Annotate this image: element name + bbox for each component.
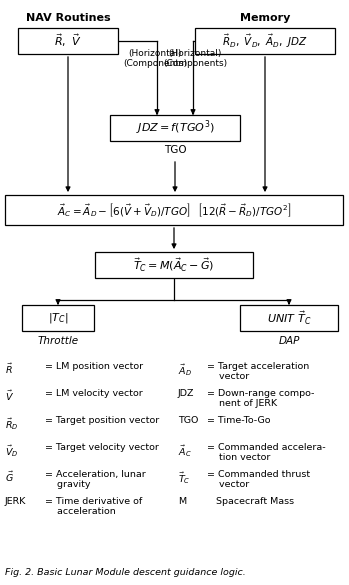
Text: JERK: JERK (5, 497, 27, 506)
Text: = Down-range compo-
    nent of JERK: = Down-range compo- nent of JERK (207, 389, 314, 408)
Text: $\vec{T}_C$: $\vec{T}_C$ (178, 470, 191, 486)
Text: Spacecraft Mass: Spacecraft Mass (207, 497, 294, 506)
Text: $UNIT\ \vec{T}_C$: $UNIT\ \vec{T}_C$ (267, 309, 311, 327)
Text: = Acceleration, lunar
    gravity: = Acceleration, lunar gravity (45, 470, 146, 490)
Text: Memory: Memory (240, 13, 290, 23)
Text: $\vec{R},\ \vec{V}$: $\vec{R},\ \vec{V}$ (54, 33, 82, 49)
Text: TGO: TGO (164, 145, 186, 155)
Text: $|T_C|$: $|T_C|$ (48, 311, 68, 325)
Bar (22, 305, 94, 331)
Bar (95, 252, 253, 278)
Text: (Horizontal)
(Components): (Horizontal) (Components) (123, 49, 187, 68)
Text: $\vec{R}$: $\vec{R}$ (5, 362, 13, 376)
Text: NAV Routines: NAV Routines (26, 13, 110, 23)
Bar (18, 28, 118, 54)
Text: = Target acceleration
    vector: = Target acceleration vector (207, 362, 309, 381)
Text: = Time derivative of
    acceleration: = Time derivative of acceleration (45, 497, 142, 517)
Text: TGO: TGO (178, 416, 198, 425)
Bar (5, 195, 343, 225)
Text: = LM position vector: = LM position vector (45, 362, 143, 371)
Text: $JDZ = f(TGO^3)$: $JDZ = f(TGO^3)$ (135, 119, 214, 137)
Text: $\vec{V}$: $\vec{V}$ (5, 389, 14, 403)
Text: = Commanded thrust
    vector: = Commanded thrust vector (207, 470, 310, 490)
Text: = Target velocity vector: = Target velocity vector (45, 443, 159, 452)
Text: M: M (178, 497, 186, 506)
Text: $\vec{R}_D,\ \vec{V}_D,\ \vec{A}_D,\ JDZ$: $\vec{R}_D,\ \vec{V}_D,\ \vec{A}_D,\ JDZ… (222, 32, 308, 50)
Text: = Time-To-Go: = Time-To-Go (207, 416, 270, 425)
Text: Throttle: Throttle (37, 336, 79, 346)
Text: $\vec{R}_D$: $\vec{R}_D$ (5, 416, 18, 432)
Text: DAP: DAP (278, 336, 300, 346)
Text: Fig. 2. Basic Lunar Module descent guidance logic.: Fig. 2. Basic Lunar Module descent guida… (5, 568, 246, 577)
Text: (Horizontal)
(Components): (Horizontal) (Components) (163, 49, 227, 68)
Text: $\vec{G}$: $\vec{G}$ (5, 470, 14, 484)
Text: = LM velocity vector: = LM velocity vector (45, 389, 143, 398)
Text: $\vec{A}_C = \vec{A}_D - \left[6(\vec{V}+\vec{V}_D)/TGO\right]\ \ \left[12(\vec{: $\vec{A}_C = \vec{A}_D - \left[6(\vec{V}… (57, 201, 291, 219)
Bar (110, 115, 240, 141)
Text: $\vec{T}_C = M(\vec{A}_C - \vec{G})$: $\vec{T}_C = M(\vec{A}_C - \vec{G})$ (133, 256, 215, 274)
Text: $\vec{A}_D$: $\vec{A}_D$ (178, 362, 192, 378)
Bar (240, 305, 338, 331)
Bar (195, 28, 335, 54)
Text: $\vec{A}_C$: $\vec{A}_C$ (178, 443, 192, 459)
Text: = Target position vector: = Target position vector (45, 416, 159, 425)
Text: JDZ: JDZ (178, 389, 194, 398)
Text: $\vec{V}_D$: $\vec{V}_D$ (5, 443, 18, 459)
Text: = Commanded accelera-
    tion vector: = Commanded accelera- tion vector (207, 443, 326, 462)
